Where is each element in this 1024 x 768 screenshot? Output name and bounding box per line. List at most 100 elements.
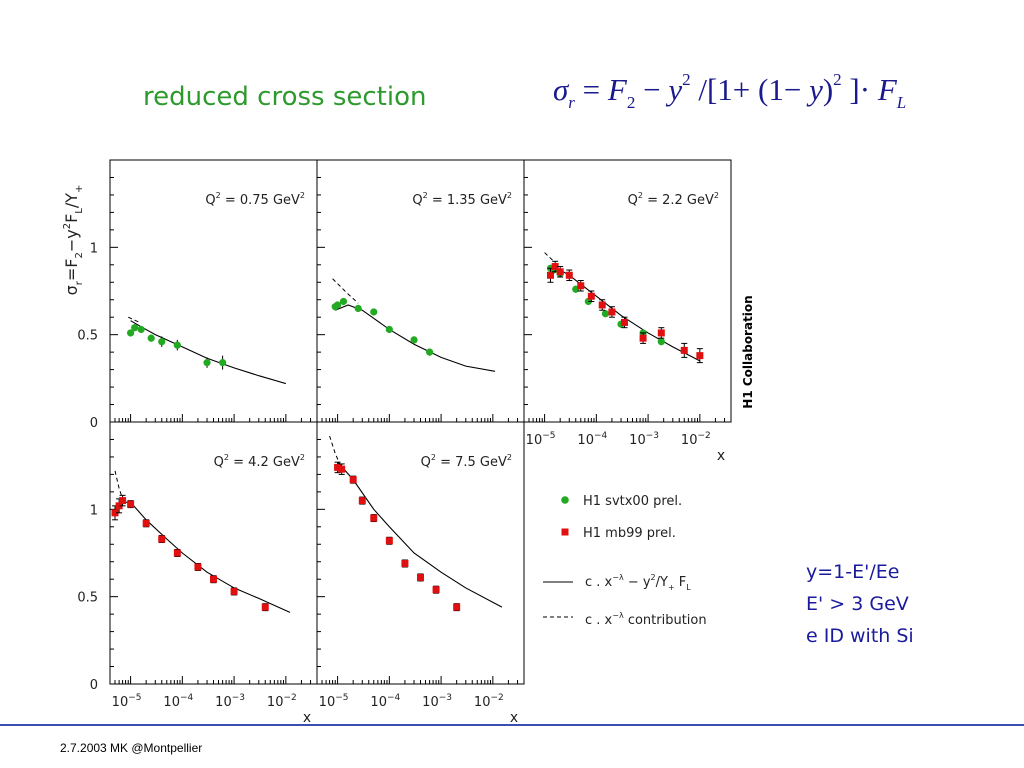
- svtx-point: [219, 359, 227, 367]
- collaboration-label: H1 Collaboration: [741, 295, 755, 408]
- mb99-point: [370, 514, 378, 522]
- mb99-point: [194, 563, 202, 571]
- q2-label: Q2 = 1.35 GeV2: [412, 191, 512, 208]
- q2-label: Q2 = 7.5 GeV2: [421, 453, 512, 470]
- note-energy-cut: E' > 3 GeV: [806, 593, 909, 615]
- dashed-curve: [329, 435, 341, 465]
- dashed-curve: [114, 470, 124, 500]
- q2-label: Q2 = 4.2 GeV2: [214, 453, 305, 470]
- svtx-point: [657, 338, 665, 346]
- svtx-point: [147, 334, 155, 342]
- mb99-point: [432, 586, 440, 594]
- mb99-point: [577, 282, 585, 290]
- mb99-point: [598, 301, 606, 309]
- mb99-point: [453, 603, 461, 611]
- legend-svtx-marker: [561, 496, 569, 504]
- x-tick-label: 10−4: [577, 431, 607, 448]
- mb99-point: [546, 271, 554, 279]
- svtx-point: [426, 348, 434, 356]
- x-tick-label: 10−2: [474, 693, 504, 710]
- kinematic-notes: y=1-E'/Ee E' > 3 GeV e ID with Si: [806, 556, 914, 652]
- y-tick-label: 1: [90, 241, 98, 256]
- mb99-point: [417, 573, 424, 581]
- mb99-point: [115, 502, 123, 510]
- panel-q2-2.2: [523, 159, 732, 423]
- svtx-point: [126, 329, 135, 337]
- x-tick-label: 10−3: [215, 693, 245, 710]
- legend-mb99-marker: [561, 528, 569, 536]
- mb99-point: [142, 519, 150, 527]
- legend-contribution-label: c . x−λ contribution: [585, 611, 707, 628]
- mb99-point: [639, 334, 647, 342]
- svtx-point: [370, 308, 378, 316]
- formula: σr = F2 − y2 /[1+ (1− y)2 ]· FL: [553, 70, 907, 112]
- fit-curve: [116, 501, 291, 613]
- mb99-point: [230, 587, 238, 595]
- svtx-point: [333, 301, 342, 309]
- note-electron-id: e ID with Si: [806, 625, 914, 647]
- x-tick-label: 10−5: [112, 693, 142, 710]
- panel-q2-1.35: [316, 159, 525, 423]
- mb99-point: [401, 559, 409, 567]
- dashed-curve: [332, 278, 359, 304]
- x-tick-label: 10−2: [681, 431, 711, 448]
- mb99-point: [158, 535, 166, 543]
- mb99-point: [111, 509, 119, 517]
- svtx-point: [203, 359, 211, 367]
- y-axis-label: σr=F2−y2FL/Y+: [62, 185, 85, 296]
- mb99-point: [261, 603, 269, 611]
- y-tick-label: 0.5: [77, 329, 98, 344]
- panel-q2-7.5: [316, 421, 525, 685]
- x-axis-label: x: [510, 710, 518, 724]
- legend-fit-label: c . x−λ − y2/Y+ FL: [585, 573, 691, 592]
- svtx-point: [137, 325, 145, 334]
- y-tick-label: 1: [90, 503, 98, 518]
- svtx-point: [410, 336, 418, 344]
- x-tick-label: 10−3: [629, 431, 659, 448]
- slide-title: reduced cross section: [143, 82, 427, 112]
- x-tick-label: 10−4: [163, 693, 193, 710]
- svtx-point: [385, 325, 393, 334]
- y-tick-label: 0: [90, 678, 98, 693]
- x-axis-label: x: [717, 448, 725, 464]
- mb99-point: [620, 318, 628, 326]
- mb99-point: [556, 268, 564, 276]
- y-tick-label: 0: [90, 416, 98, 431]
- x-tick-label: 10−3: [422, 693, 452, 710]
- legend: H1 svtx00 prel. H1 mb99 prel.: [543, 494, 682, 618]
- x-tick-label: 10−5: [319, 693, 349, 710]
- legend-mb99-label: H1 mb99 prel.: [583, 526, 676, 541]
- svtx-point: [173, 341, 181, 349]
- fit-curve: [130, 320, 286, 385]
- x-tick-label: 10−2: [267, 693, 297, 710]
- mb99-point: [385, 537, 393, 545]
- svtx-point: [354, 304, 362, 313]
- dashed-curve: [128, 316, 140, 323]
- mb99-point: [587, 292, 595, 300]
- fit-curve: [335, 304, 496, 372]
- footer-text: 2.7.2003 MK @Montpellier: [60, 741, 203, 755]
- mb99-point: [657, 329, 665, 337]
- svtx-point: [131, 324, 139, 332]
- mb99-point: [127, 500, 135, 508]
- mb99-point: [680, 346, 688, 354]
- mb99-point: [551, 263, 559, 271]
- x-tick-label: 10−4: [370, 693, 400, 710]
- mb99-point: [608, 308, 616, 316]
- fit-curve: [550, 267, 701, 362]
- q2-label: Q2 = 0.75 GeV2: [205, 191, 305, 208]
- mb99-point: [119, 497, 127, 505]
- svtx-point: [601, 310, 610, 318]
- svtx-point: [339, 297, 348, 306]
- note-y-definition: y=1-E'/Ee: [806, 561, 900, 583]
- mb99-point: [334, 463, 342, 471]
- legend-svtx-label: H1 svtx00 prel.: [583, 494, 682, 509]
- structure-function-chart: Q2 = 0.75 GeV2 Q2 = 1.35 GeV2 Q2 = 2.2 GeV…: [62, 159, 755, 724]
- mb99-point: [349, 476, 357, 484]
- footer-rule: [0, 724, 1024, 726]
- mb99-point: [358, 497, 366, 505]
- svtx-point: [158, 338, 166, 346]
- mb99-point: [696, 352, 704, 360]
- fit-curve: [337, 461, 503, 608]
- dashed-curve: [544, 252, 555, 262]
